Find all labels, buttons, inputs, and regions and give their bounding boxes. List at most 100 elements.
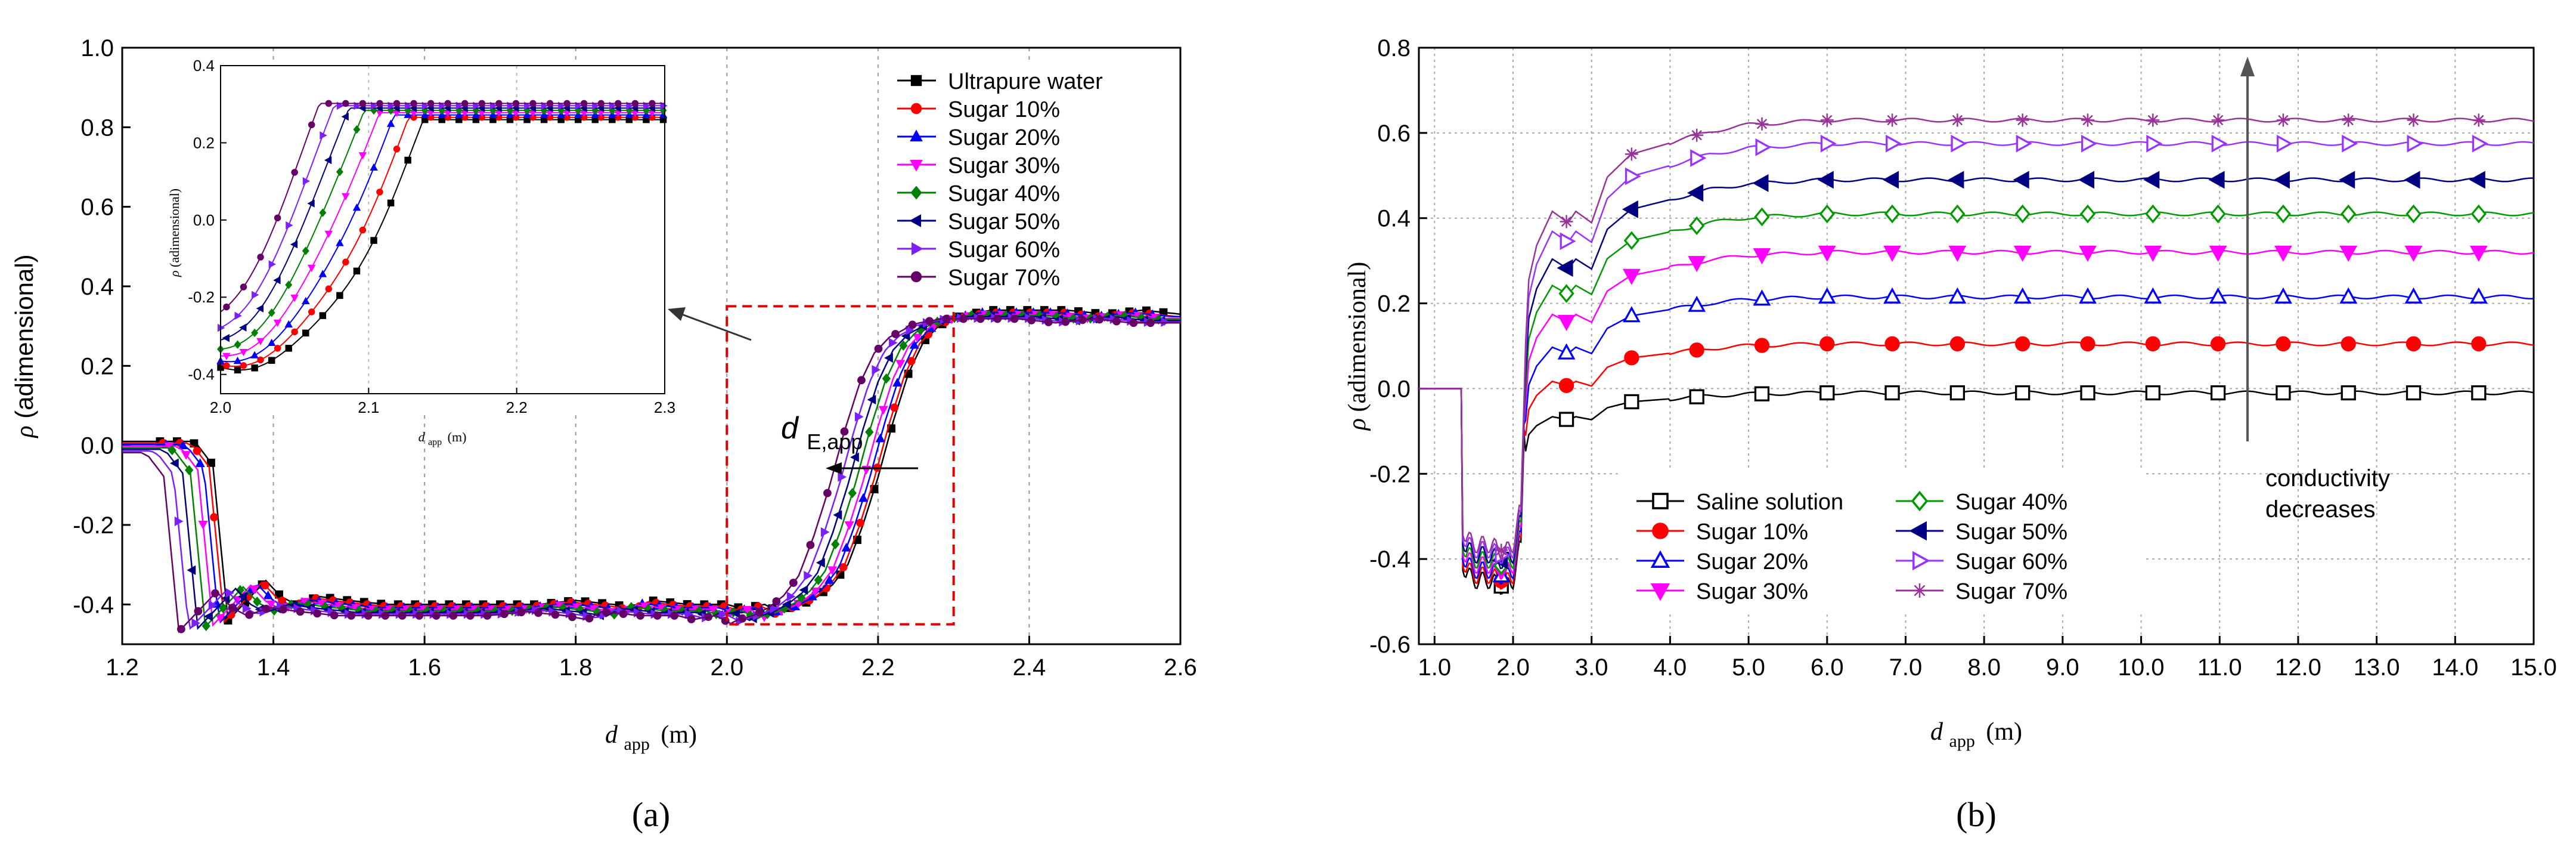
panel-b-data-point bbox=[1951, 134, 1967, 153]
panel-a-data-point bbox=[449, 611, 458, 620]
panel-a-data-point bbox=[838, 472, 847, 482]
panel-a-data-point bbox=[718, 610, 728, 620]
inset-data-point bbox=[256, 338, 265, 346]
panel-a-x-tick-label: 1.8 bbox=[559, 654, 593, 681]
inset-x-tick-label: 2.2 bbox=[506, 398, 528, 416]
panel-a-y-tick-label: -0.2 bbox=[73, 512, 114, 539]
panel-a-y-tick-label: 1.0 bbox=[80, 35, 114, 61]
legend-marker bbox=[1911, 490, 1929, 512]
inset-y-tick-label: 0.0 bbox=[193, 211, 215, 229]
panel-b-legend-entry: Sugar 10% bbox=[1636, 520, 1808, 545]
inset-data-point bbox=[291, 169, 298, 176]
panel-b-data-point bbox=[1558, 412, 1574, 427]
panel-b-data-point bbox=[2405, 204, 2422, 224]
panel-a-x-sub: app bbox=[624, 734, 650, 754]
inset-data-point bbox=[319, 312, 327, 319]
panel-a-data-point bbox=[687, 615, 696, 623]
panel-a-data-point bbox=[178, 440, 188, 449]
inset-data-point bbox=[267, 338, 276, 347]
inset-data-point bbox=[268, 357, 275, 364]
inset-data-point bbox=[290, 295, 299, 302]
legend-marker bbox=[910, 160, 923, 172]
panel-b-x-tick-label: 11.0 bbox=[2197, 654, 2242, 681]
panel-b-data-point bbox=[1948, 171, 1964, 189]
legend-marker bbox=[911, 242, 923, 255]
panel-b-data-point bbox=[1622, 200, 1638, 218]
inset-data-point bbox=[615, 100, 622, 107]
panel-a-data-point bbox=[799, 585, 808, 595]
panel-b-data-point bbox=[2144, 245, 2162, 262]
panel-b-data-point bbox=[1690, 149, 1707, 167]
panel-a-data-point bbox=[330, 611, 339, 620]
panel-a-data-point bbox=[670, 611, 679, 620]
inset-data-point bbox=[626, 101, 634, 110]
star-stroke bbox=[1626, 149, 1637, 160]
inset-data-point bbox=[461, 100, 469, 107]
panel-a-data-point bbox=[415, 611, 424, 620]
panel-b-data-point bbox=[1948, 245, 1967, 262]
conductivity-annotation: conductivity decreases bbox=[2265, 465, 2397, 523]
inset-series-1 bbox=[217, 116, 667, 374]
panel-a-data-point bbox=[925, 317, 934, 326]
inset-data-point bbox=[307, 199, 315, 208]
panel-a-data-point bbox=[398, 611, 407, 620]
panel-a-data-point bbox=[1095, 315, 1104, 324]
panel-a-x-tick-label: 1.4 bbox=[257, 654, 290, 681]
panel-b-series-5 bbox=[1419, 204, 2534, 575]
panel-a-data-point bbox=[1161, 317, 1170, 327]
panel-a-y-tick-label: 0.2 bbox=[80, 353, 114, 379]
panel-a-data-point bbox=[840, 427, 849, 436]
panel-b-data-point bbox=[1886, 134, 1902, 153]
inset-data-point bbox=[336, 167, 343, 177]
legend-marker bbox=[1909, 521, 1927, 541]
panel-b-y-tick-label: 0.8 bbox=[1377, 35, 1411, 61]
inset-data-point bbox=[302, 296, 310, 305]
inset-data-point bbox=[286, 221, 293, 230]
inset-data-point bbox=[222, 333, 230, 342]
inset-data-point bbox=[257, 254, 264, 261]
panel-a-data-point bbox=[878, 406, 888, 415]
panel-b-data-point bbox=[1949, 204, 1966, 224]
panel-b-data-point bbox=[2080, 336, 2095, 352]
panel-a-legend-box bbox=[888, 63, 1165, 298]
panel-b-x-tick-label: 15.0 bbox=[2510, 654, 2557, 681]
panel-b-ticks: 1.0 2.0 3.0 4.0 5.0 6.0 7.0 8.0 9.0 10.0 11.0 12.0 1… bbox=[1369, 35, 2557, 681]
panel-b-data-point bbox=[1884, 336, 1900, 352]
inset-data-point bbox=[524, 101, 532, 110]
panel-b-plot-frame bbox=[1418, 47, 2535, 645]
panel-b-legend-label: Sugar 20% bbox=[1696, 549, 1808, 574]
legend-marker bbox=[1912, 551, 1930, 571]
panel-a-legend-entry: Sugar 10% bbox=[897, 97, 1060, 122]
panel-b-data-point bbox=[2211, 113, 2225, 127]
star-stroke bbox=[1914, 585, 1926, 597]
panel-b-data-point bbox=[1755, 138, 1772, 156]
panel-b-legend-label: Sugar 50% bbox=[1955, 520, 2067, 545]
inset-y-tick-label: 0.4 bbox=[193, 57, 215, 75]
panel-b-data-point bbox=[1625, 147, 1638, 161]
panel-b-data-point bbox=[1820, 113, 1834, 127]
inset-data-point bbox=[291, 328, 298, 336]
panel-b-x-tick-label: 6.0 bbox=[1811, 654, 1844, 681]
inset-data-point bbox=[393, 146, 401, 153]
panel-b-data-point bbox=[1558, 284, 1574, 303]
panel-b-data-point bbox=[1495, 543, 1508, 557]
panel-b-data-point bbox=[1949, 336, 1966, 352]
panel-a-data-point bbox=[738, 614, 747, 623]
inset-data-point bbox=[239, 323, 247, 332]
inset-data-point bbox=[251, 328, 259, 338]
panel-a-data-point bbox=[636, 611, 645, 620]
panel-a-data-point bbox=[806, 540, 815, 549]
panel-a-legend-label: Sugar 50% bbox=[948, 209, 1060, 234]
panel-a-y-text: (adimensional) bbox=[10, 254, 38, 418]
panel-b-series-1 bbox=[1419, 385, 2534, 595]
panel-a-x-tick-label: 1.2 bbox=[106, 654, 139, 681]
inset-data-point bbox=[324, 230, 333, 239]
panel-b-data-point bbox=[1624, 394, 1639, 410]
panel-a-legend-entry: Sugar 70% bbox=[897, 265, 1060, 290]
panel-a-series bbox=[122, 306, 1181, 633]
panel-b-legend-label: Sugar 30% bbox=[1696, 579, 1808, 604]
inset-data-point bbox=[252, 290, 259, 299]
panel-b-data-point bbox=[2081, 134, 2098, 153]
panel-b-data-point bbox=[1883, 245, 1901, 262]
inset-x-sub: app bbox=[428, 437, 442, 447]
